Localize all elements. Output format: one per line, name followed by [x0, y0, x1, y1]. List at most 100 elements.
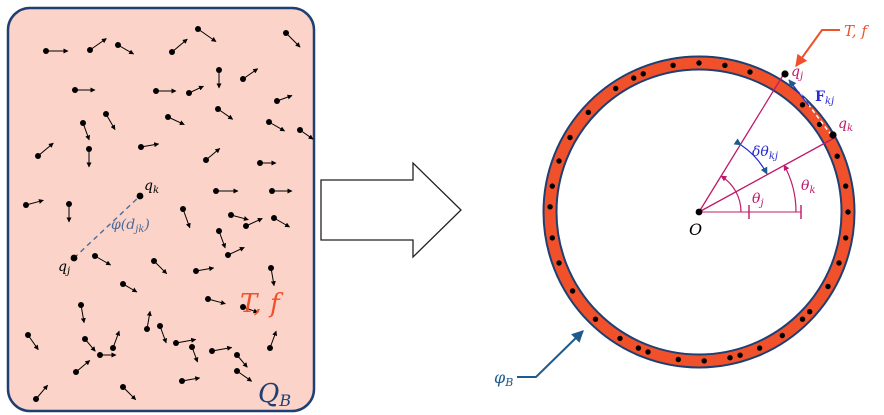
particle-velocity-arrow: [182, 208, 191, 229]
particle: [138, 144, 144, 150]
radius-q-j: [698, 71, 786, 213]
particle-velocity-arrow: [230, 214, 249, 221]
ring-particle: [631, 75, 637, 81]
particle: [157, 323, 163, 329]
particle: [97, 352, 103, 358]
ring-particle: [779, 332, 785, 339]
radius-q-k: [698, 136, 837, 213]
particle-velocity-arrow: [112, 330, 120, 349]
particle: [165, 114, 171, 120]
region-box: [6, 6, 316, 413]
label-ring-q-j: qj: [791, 64, 803, 82]
particle: [195, 26, 201, 32]
particle: [283, 30, 289, 36]
particle: [213, 188, 219, 194]
particle: [240, 76, 246, 82]
ring-particle: [799, 316, 806, 322]
arc-theta-j: [720, 175, 742, 213]
particle: [267, 345, 273, 351]
particle: [179, 378, 185, 384]
particle-velocity-arrow: [117, 44, 135, 55]
label-theta-j: θj: [752, 191, 764, 209]
ring-particle: [556, 158, 562, 164]
particle: [297, 127, 303, 133]
particle: [225, 252, 231, 258]
particle: [173, 340, 179, 346]
ring-particle: [799, 102, 806, 108]
particle: [33, 396, 39, 402]
particle: [203, 157, 209, 163]
ring-particle: [670, 62, 676, 68]
ring-particle-q-k: [829, 131, 837, 139]
particle-velocity-arrow: [35, 384, 48, 400]
particle: [66, 201, 72, 207]
particle-velocity-arrow: [171, 38, 188, 53]
ring-particle: [836, 260, 842, 266]
particle: [35, 153, 41, 159]
particle: [228, 212, 234, 218]
ring-particle: [747, 69, 753, 75]
ring-particle: [816, 121, 823, 128]
ring-particle: [617, 335, 623, 342]
label-force: Fkj: [815, 89, 834, 107]
ring-particle: [825, 283, 831, 290]
label-ring-q-k: qk: [838, 116, 853, 134]
ring-particle-q-j: [781, 70, 789, 78]
ring-particle: [549, 183, 555, 189]
ring-particle: [547, 204, 553, 210]
potential-link: [73, 195, 141, 259]
force-chord: [786, 75, 833, 137]
ring-inner-edge: [555, 68, 843, 356]
particle: [180, 206, 186, 212]
ring-particle: [645, 349, 651, 355]
particle: [153, 88, 159, 94]
particle: [120, 281, 126, 287]
particle: [257, 160, 263, 166]
ring-particle: [756, 345, 763, 351]
particle: [193, 268, 199, 274]
particle-q-k: [136, 192, 144, 200]
ring-outer-edge: [542, 55, 856, 369]
particle: [82, 336, 88, 342]
label-potential: φ(djk): [111, 217, 150, 235]
particle: [80, 120, 86, 126]
transition-arrow: [320, 161, 462, 259]
ring-particle: [549, 235, 555, 241]
particle: [186, 90, 192, 96]
particle: [78, 302, 84, 308]
ring-particle: [722, 62, 728, 68]
label-q-j: qj: [58, 259, 70, 277]
left-panel: qk qj φ(djk) T, f QB: [6, 6, 316, 413]
particle: [240, 304, 246, 310]
label-origin: O: [689, 220, 702, 239]
particle-velocity-arrow: [268, 121, 286, 132]
origin-point: [695, 208, 703, 216]
ring-particle: [675, 356, 681, 363]
ring-particle: [843, 235, 849, 241]
particle-velocity-arrow: [218, 230, 226, 249]
ring-particle: [640, 71, 646, 77]
particle: [269, 188, 275, 194]
ring-particle: [701, 358, 707, 364]
particle: [271, 215, 277, 221]
ring-particle: [843, 183, 849, 189]
particle: [103, 111, 109, 117]
particle-velocity-arrow: [25, 199, 44, 206]
particle: [268, 265, 274, 271]
particle: [169, 49, 175, 55]
bath-callout-line: [795, 29, 840, 67]
ring-particle: [635, 345, 642, 351]
ring-particle: [592, 316, 599, 322]
arc-theta-k: [783, 164, 797, 213]
particle: [144, 326, 150, 332]
ring-particles: [547, 60, 851, 364]
particle-velocity-arrow: [207, 298, 226, 305]
particle: [92, 253, 98, 259]
particle-velocity-arrow: [159, 325, 167, 344]
particle-velocity-arrow: [82, 122, 90, 141]
particle: [25, 332, 31, 338]
particle-velocity-arrow: [269, 330, 277, 349]
ring-particle: [696, 60, 702, 66]
particle-velocity-arrow: [205, 148, 221, 161]
